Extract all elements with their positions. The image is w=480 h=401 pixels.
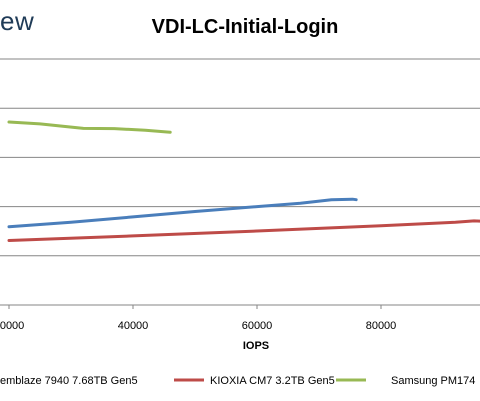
series-lines xyxy=(7,120,480,242)
legend-label-2: Samsung PM174 xyxy=(391,375,475,387)
x-tick-labels: 20000 40000 60000 80000 xyxy=(0,305,396,332)
gridlines xyxy=(0,58,480,257)
brand-logo-text: ew xyxy=(0,6,35,36)
legend-label-0: emblaze 7940 7.68TB Gen5 xyxy=(0,375,138,387)
x-tick-label: 20000 xyxy=(0,320,24,332)
series-line-2 xyxy=(7,120,172,134)
legend: emblaze 7940 7.68TB Gen5 KIOXIA CM7 3.2TB… xyxy=(0,375,475,387)
legend-label-1: KIOXIA CM7 3.2TB Gen5 xyxy=(210,375,335,387)
x-tick-label: 40000 xyxy=(118,320,149,332)
chart-title: VDI-LC-Initial-Login xyxy=(152,16,339,38)
x-tick-label: 80000 xyxy=(366,320,397,332)
x-axis-title: IOPS xyxy=(243,340,269,352)
series-line-1 xyxy=(7,219,480,242)
series-line-0 xyxy=(7,197,358,229)
x-tick-label: 60000 xyxy=(242,320,273,332)
